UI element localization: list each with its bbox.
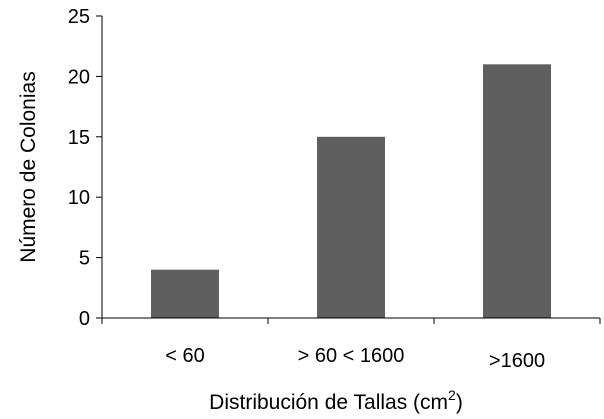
x-axis-title-superscript: 2	[448, 387, 456, 403]
bar	[483, 64, 551, 318]
y-tick-label: 0	[79, 308, 90, 330]
x-axis-title-main: Distribución de Tallas (cm	[209, 391, 448, 414]
x-axis-ticks: < 60 > 60 < 1600 >1600	[101, 318, 601, 372]
y-axis-ticks: 0 5 10 15 20 25	[68, 6, 102, 330]
x-tick-label: < 60	[165, 345, 204, 367]
y-tick-label: 15	[68, 127, 90, 149]
x-axis-title-suffix: )	[456, 391, 463, 414]
x-tick-label: > 60 < 1600	[298, 345, 405, 367]
bar	[317, 136, 385, 318]
x-axis-title: Distribución de Tallas (cm2)	[209, 387, 463, 414]
bars-group	[151, 64, 551, 318]
x-tick-label: >1600	[489, 350, 545, 372]
y-tick-label: 10	[68, 187, 90, 209]
y-tick-label: 20	[68, 66, 90, 88]
y-tick-label: 5	[79, 248, 90, 270]
y-axis-title: Número de Colonias	[17, 71, 40, 262]
bar	[151, 269, 219, 318]
y-tick-label: 25	[68, 6, 90, 28]
